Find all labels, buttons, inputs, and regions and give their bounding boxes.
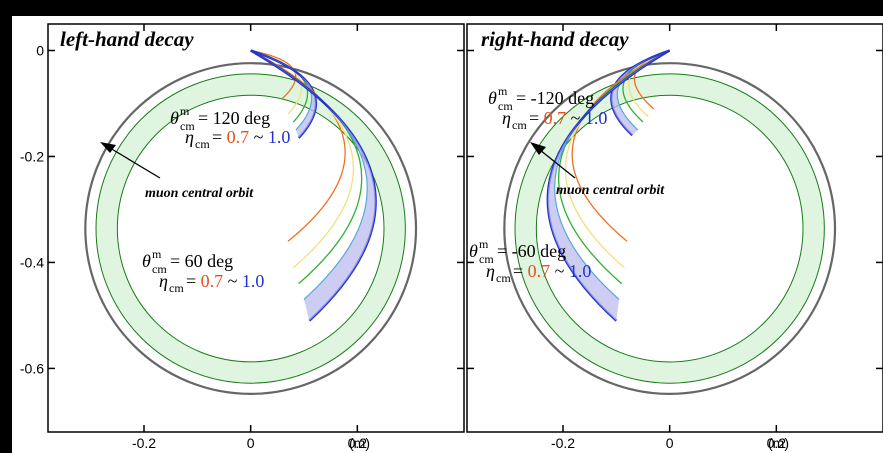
annotation-theta-minus-120: θ m cm = -120 deg η cm = 0.7 ~ 1.0 (488, 84, 607, 132)
theta-symbol: θ (170, 108, 179, 128)
decay-bands-right (503, 49, 837, 395)
plot-frame-left (47, 23, 465, 433)
theta-subscript: cm (479, 252, 494, 266)
unit-label-right: (m) (768, 435, 789, 451)
panel-title-right: right-hand decay (481, 27, 629, 51)
theta-symbol: θ (142, 251, 151, 271)
annotation-theta-60: θ m cm = 60 deg η cm = 0.7 ~ 1.0 (142, 247, 264, 295)
theta-symbol: θ (488, 88, 497, 108)
theta-value: = 60 deg (170, 251, 233, 271)
eta-symbol: η (486, 261, 495, 281)
orbit-arrow-left (100, 142, 161, 179)
band-large-arc-0 (571, 49, 670, 242)
y-tick-label: 0 (36, 42, 44, 58)
y-tick-label: -0.2 (20, 148, 44, 164)
eta-symbol: η (502, 108, 511, 128)
theta-superscript: m (180, 104, 190, 118)
orbit-arrow-right (530, 142, 576, 179)
x-tick-label: 0.2 (767, 435, 787, 451)
panel-left-hand-decay: left-hand decay -0.2 0 0.2 0 -0.2 -0.4 -0.6 (m… (20, 23, 465, 451)
theta-superscript: m (152, 247, 162, 261)
central-orbit-band (95, 73, 406, 385)
eta-low-value: 0.7 (544, 108, 567, 128)
orbit-label-left: muon central orbit (145, 186, 254, 201)
theta-subscript: cm (152, 262, 167, 276)
x-tick-label: 0 (666, 435, 674, 451)
orbit-label-right: muon central orbit (556, 183, 665, 198)
panel-title-left: left-hand decay (60, 27, 194, 51)
eta-range: = 0.7 ~ 1.0 (513, 261, 591, 281)
unit-label-left: (m) (349, 435, 370, 451)
panel-right-hand-decay: right-hand decay -0.2 0 0.2 (m) θ m cm = -… (466, 23, 883, 451)
theta-value: = -60 deg (497, 241, 566, 261)
eta-low-value: 0.7 (528, 261, 551, 281)
axis-ticks-left: -0.2 0 0.2 0 -0.2 -0.4 -0.6 (20, 24, 464, 451)
eta-high-value: 1.0 (569, 261, 592, 281)
central-orbit-band (514, 73, 825, 385)
decay-bands-left (84, 49, 418, 395)
outer-boundary-circle (503, 62, 837, 395)
eta-subscript: cm (496, 271, 511, 285)
eta-low-value: 0.7 (201, 271, 224, 291)
x-tick-label: 0 (247, 435, 255, 451)
eta-range: = 0.7 ~ 1.0 (529, 108, 607, 128)
theta-superscript: m (479, 237, 489, 251)
eta-low-value: 0.7 (227, 127, 250, 147)
y-tick-label: -0.6 (20, 360, 44, 376)
eta-range: = 0.7 ~ 1.0 (186, 271, 264, 291)
band-large-arc-0 (250, 49, 346, 242)
annotation-theta-120: θ m cm = 120 deg η cm = 0.7 ~ 1.0 (170, 104, 290, 151)
eta-range: = 0.7 ~ 1.0 (212, 127, 290, 147)
eta-high-value: 1.0 (268, 127, 291, 147)
theta-subscript: cm (498, 99, 513, 113)
x-tick-label: -0.2 (551, 435, 575, 451)
outer-boundary-circle (84, 62, 418, 395)
y-tick-label: -0.4 (20, 254, 44, 270)
theta-value: = -120 deg (516, 88, 594, 108)
eta-subscript: cm (169, 281, 184, 295)
annotation-theta-minus-60: θ m cm = -60 deg η cm = 0.7 ~ 1.0 (469, 237, 591, 285)
theta-subscript: cm (180, 119, 195, 133)
eta-symbol: η (185, 127, 194, 147)
x-tick-label: 0.2 (348, 435, 368, 451)
theta-value: = 120 deg (198, 108, 270, 128)
eta-subscript: cm (512, 118, 527, 132)
figure-background (12, 16, 883, 453)
eta-symbol: η (159, 271, 168, 291)
axis-ticks-right: -0.2 0 0.2 (467, 24, 883, 451)
theta-symbol: θ (469, 241, 478, 261)
eta-high-value: 1.0 (585, 108, 608, 128)
eta-subscript: cm (195, 137, 210, 151)
x-tick-label: -0.2 (132, 435, 156, 451)
theta-superscript: m (498, 84, 508, 98)
plot-frame-right (466, 23, 883, 433)
eta-high-value: 1.0 (242, 271, 265, 291)
